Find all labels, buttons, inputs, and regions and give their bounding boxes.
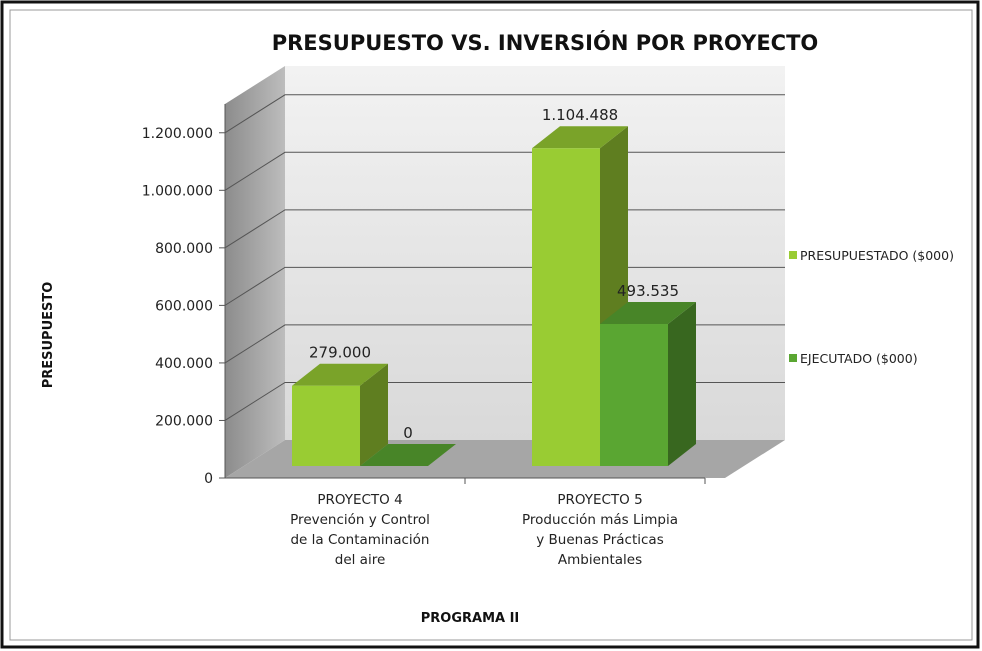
bar [292,363,388,466]
legend-swatch [789,251,797,259]
side-wall [225,66,285,478]
y-tick-label: 200.000 [155,413,213,429]
bar [360,444,456,466]
bar-top [532,126,628,149]
x-tick-label: Ambientales [558,552,642,568]
x-tick-label: Prevención y Control [290,512,430,528]
y-tick-label: 1.200.000 [142,126,213,142]
x-tick-label: PROYECTO 4 [317,492,402,508]
x-tick-label: y Buenas Prácticas [536,532,663,548]
y-tick-label: 800.000 [155,241,213,257]
bar-front [532,148,600,466]
x-tick-label: PROYECTO 5 [557,492,642,508]
x-tick-label: de la Contaminación [290,532,429,548]
bar-side [360,363,388,466]
y-tick-label: 1.000.000 [142,183,213,199]
x-axis-label: PROGRAMA II [421,611,520,626]
bar-front [600,324,668,466]
grid-line [224,94,785,134]
x-tick-label: del aire [335,552,386,568]
bar-top [360,444,456,466]
bar-side [668,302,696,466]
y-axis-label: PRESUPUESTO [41,282,56,389]
data-label: 279.000 [309,344,371,362]
bar-front [292,385,360,466]
x-tick-label: Producción más Limpia [522,512,678,528]
legend-swatch [789,354,797,362]
y-tick-label: 0 [204,471,213,487]
y-tick-label: 400.000 [155,356,213,372]
data-label: 0 [403,424,413,442]
bar-top [600,302,696,325]
bar-top [292,363,388,386]
bar [600,302,696,466]
inner-frame [9,9,973,641]
legend-label: EJECUTADO ($000) [800,351,918,366]
chart-title: PRESUPUESTO VS. INVERSIÓN POR PROYECTO [272,30,819,55]
data-label: 1.104.488 [542,106,618,124]
data-label: 493.535 [617,282,679,300]
legend-label: PRESUPUESTADO ($000) [800,248,954,263]
y-tick-label: 600.000 [155,298,213,314]
